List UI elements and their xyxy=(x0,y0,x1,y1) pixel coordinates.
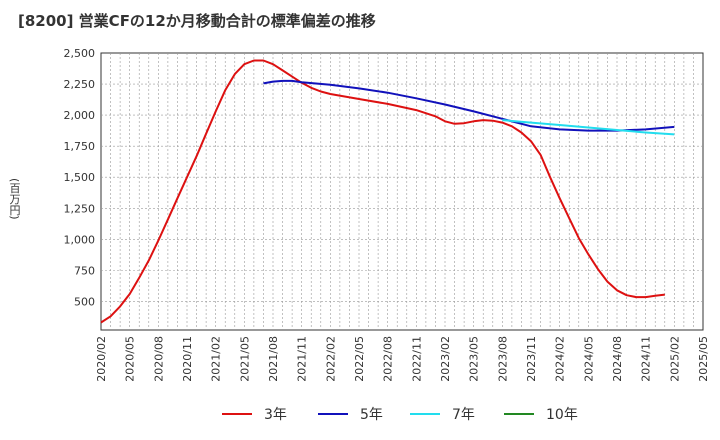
legend-label: 10年 xyxy=(546,407,578,423)
x-tick-label: 2022/02 xyxy=(324,336,337,382)
y-tick-label: 500 xyxy=(74,295,95,308)
y-tick-label: 1,500 xyxy=(64,171,96,184)
x-tick-label: 2025/02 xyxy=(668,336,681,382)
x-tick-label: 2023/11 xyxy=(525,336,538,382)
x-tick-label: 2020/08 xyxy=(152,336,165,382)
x-tick-label: 2024/02 xyxy=(554,336,567,382)
x-tick-label: 2025/05 xyxy=(697,336,710,382)
x-tick-label: 2020/11 xyxy=(181,336,194,382)
legend-label: 7年 xyxy=(452,407,475,423)
series-line xyxy=(100,59,665,324)
x-tick-label: 2023/02 xyxy=(439,336,452,382)
y-axis-label: (百万円) xyxy=(8,178,21,220)
x-tick-label: 2021/02 xyxy=(210,336,223,382)
x-tick-label: 2020/02 xyxy=(95,336,108,382)
y-tick-label: 1,250 xyxy=(64,202,96,215)
y-tick-label: 1,000 xyxy=(64,233,96,246)
chart-title: [8200] 営業CFの12か月移動合計の標準偏差の推移 xyxy=(18,12,376,30)
legend-label: 5年 xyxy=(360,407,383,423)
y-tick-label: 1,750 xyxy=(64,140,96,153)
x-tick-label: 2023/08 xyxy=(496,336,509,382)
x-tick-label: 2024/05 xyxy=(582,336,595,382)
series-line xyxy=(502,119,675,136)
x-tick-label: 2020/05 xyxy=(124,336,137,382)
x-tick-label: 2021/08 xyxy=(267,336,280,382)
x-tick-label: 2024/08 xyxy=(611,336,624,382)
series-line xyxy=(263,79,675,132)
y-tick-label: 2,500 xyxy=(64,47,96,60)
x-tick-label: 2021/11 xyxy=(296,336,309,382)
legend-label: 3年 xyxy=(264,407,287,423)
x-tick-label: 2023/05 xyxy=(468,336,481,382)
x-tick-label: 2024/11 xyxy=(640,336,653,382)
x-tick-label: 2022/11 xyxy=(410,336,423,382)
x-tick-label: 2022/08 xyxy=(382,336,395,382)
plot-area xyxy=(100,52,704,331)
x-tick-label: 2021/05 xyxy=(238,336,251,382)
y-tick-label: 2,250 xyxy=(64,78,96,91)
y-tick-label: 2,000 xyxy=(64,109,96,122)
x-tick-label: 2022/05 xyxy=(353,336,366,382)
y-tick-label: 750 xyxy=(74,264,95,277)
